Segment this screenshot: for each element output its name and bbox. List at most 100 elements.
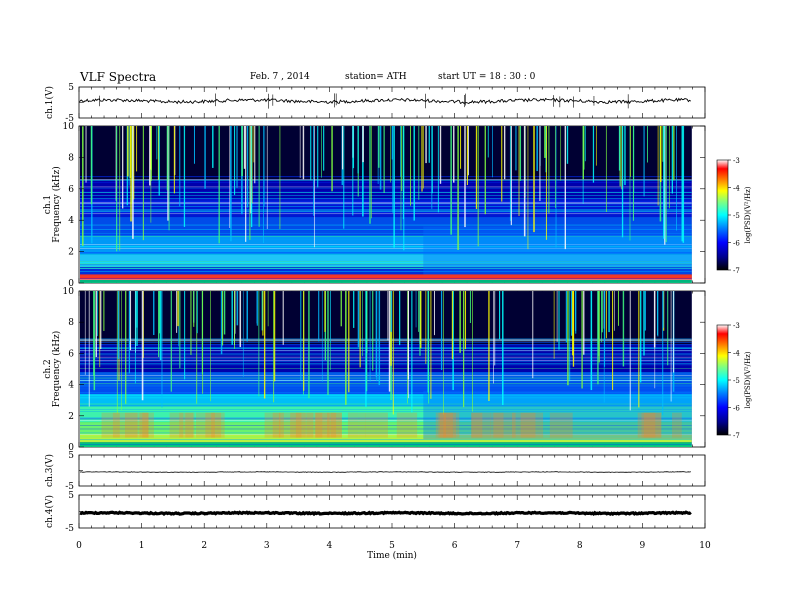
x-tick-label: 3: [264, 541, 270, 551]
date-label: Feb. 7 , 2014: [250, 72, 310, 82]
warm-patch: [205, 412, 215, 438]
spectral-band: [80, 422, 692, 435]
y-tick-label: 2: [68, 248, 74, 258]
colorbar-tick-label: -5: [733, 377, 740, 385]
x-tick-label: 2: [201, 541, 207, 551]
warm-patch: [290, 412, 306, 438]
figure-header: VLF Spectra Feb. 7 , 2014 station= ATH s…: [0, 70, 792, 90]
y-axis-label: ch.3(V): [44, 454, 55, 487]
y-tick-label: 4: [68, 216, 74, 226]
y-axis-label-frequency: Frequency (kHz): [51, 166, 62, 243]
warm-patch: [637, 412, 662, 438]
x-tick-label: 5: [389, 541, 395, 551]
warm-patch: [101, 412, 120, 438]
strong-low-band: [80, 274, 692, 279]
colorbar-tick-label: -4: [733, 185, 740, 193]
colorbar-tick-label: -6: [733, 405, 740, 413]
x-axis-label: Time (min): [367, 550, 417, 561]
x-tick-label: 8: [577, 541, 583, 551]
spectral-band: [80, 279, 692, 283]
station-label: station= ATH: [345, 72, 407, 82]
warm-patch: [179, 412, 194, 438]
spectral-band: [80, 291, 692, 345]
warm-patch: [125, 412, 149, 438]
warm-patch: [471, 412, 483, 438]
warm-patch: [142, 412, 154, 438]
y-tick-label: 8: [68, 153, 74, 163]
warm-patch: [643, 412, 661, 438]
y-tick-label: 6: [68, 349, 74, 359]
colorbar-tick-label: -7: [733, 432, 740, 440]
y-axis-label-frequency: Frequency (kHz): [51, 331, 62, 408]
warm-patch: [443, 412, 453, 438]
colorbar-label: log(PSD)(V²/Hz): [744, 351, 752, 408]
spectral-band: [80, 217, 692, 236]
y-tick-label: 6: [68, 185, 74, 195]
warm-patch: [295, 412, 314, 438]
x-tick-label: 9: [640, 541, 646, 551]
spectral-band: [80, 179, 692, 199]
y-tick-label: 4: [68, 381, 74, 391]
y-tick-label: 0: [68, 443, 74, 453]
y-tick-label: 10: [63, 122, 75, 132]
colorbar-tick-label: -7: [733, 267, 740, 275]
y-tick-label: 8: [68, 318, 74, 328]
warm-patch: [169, 412, 184, 438]
spectral-band: [80, 126, 692, 180]
warm-patch: [211, 412, 225, 438]
spectral-change-region: [423, 390, 692, 440]
spectrogram-image: [80, 126, 729, 283]
warm-patch: [520, 412, 544, 438]
warm-patch: [439, 412, 447, 438]
warm-patch: [641, 412, 656, 438]
x-tick-label: 6: [452, 541, 458, 551]
colorbar-tick-label: -3: [733, 157, 740, 165]
warm-patch: [493, 412, 504, 438]
warm-patch: [327, 412, 342, 438]
warm-patch: [347, 412, 359, 438]
y-tick-label: -5: [65, 482, 74, 492]
y-tick-label: 2: [68, 412, 74, 422]
y-tick-label: 5: [68, 491, 74, 501]
y-tick-label: 5: [68, 451, 74, 461]
y-tick-label: 0: [68, 279, 74, 289]
x-tick-label: 0: [76, 541, 82, 551]
y-axis-label-channel: ch.2: [43, 359, 53, 378]
y-axis-label-channel: ch.1: [43, 195, 53, 214]
x-tick-label: 1: [139, 541, 145, 551]
warm-patch: [315, 412, 337, 438]
warm-patch: [396, 412, 418, 438]
colorbar-tick-label: -6: [733, 240, 740, 248]
x-tick-label: 4: [327, 541, 333, 551]
warm-patch: [185, 412, 195, 438]
warm-patch: [306, 412, 330, 438]
warm-patch: [435, 412, 460, 438]
spectral-band: [80, 235, 692, 255]
warm-patch: [359, 412, 366, 438]
warm-patch: [672, 412, 682, 438]
spectral-band: [80, 393, 692, 407]
spectrogram-image: [80, 291, 729, 447]
waveform-trace: [79, 97, 692, 105]
warm-patch: [139, 412, 149, 438]
warm-patch: [272, 412, 284, 438]
spectral-band: [80, 434, 692, 443]
warm-patch: [330, 412, 342, 438]
y-axis-label: ch.1(V): [44, 86, 55, 119]
colorbar-label: log(PSD)(V²/Hz): [744, 186, 752, 243]
y-tick-label: -5: [65, 524, 74, 534]
colorbar-tick-label: -5: [733, 212, 740, 220]
warm-patch: [365, 412, 388, 438]
colorbar: [716, 324, 729, 436]
warm-patch: [549, 412, 573, 438]
warm-patch: [471, 412, 491, 438]
waveform-trace: [79, 510, 692, 517]
spectral-band: [80, 442, 692, 447]
x-tick-label: 10: [699, 541, 711, 551]
y-tick-label: 5: [68, 83, 74, 93]
warm-patch: [112, 412, 138, 438]
colorbar-tick-label: -4: [733, 350, 740, 358]
warm-patch: [438, 412, 456, 438]
warm-patch: [315, 412, 323, 438]
